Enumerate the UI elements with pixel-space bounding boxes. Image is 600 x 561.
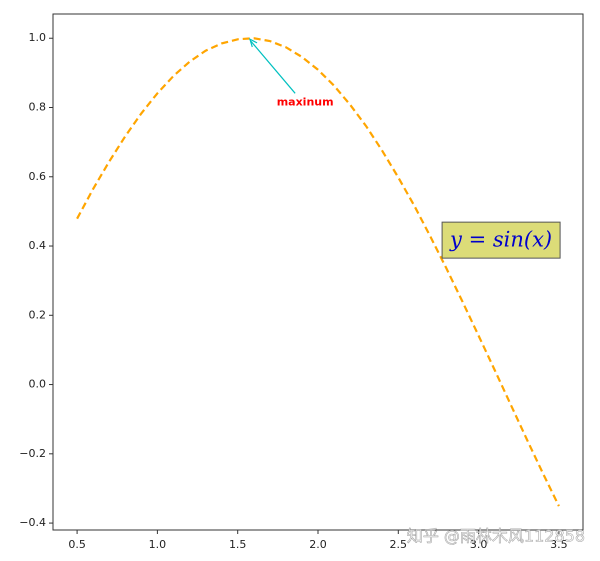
y-tick-label: 0.6 bbox=[29, 170, 47, 183]
y-tick-label: 0.0 bbox=[29, 378, 47, 391]
sine-line bbox=[76, 37, 560, 507]
plot-frame bbox=[52, 13, 584, 531]
x-tick-label: 1.5 bbox=[229, 538, 247, 551]
formula-text: y = sin(x) bbox=[449, 228, 552, 252]
y-tick-label: 0.4 bbox=[29, 239, 47, 252]
y-tick-label: 0.2 bbox=[29, 308, 47, 321]
y-tick-label: −0.2 bbox=[19, 447, 46, 460]
annotation-arrow bbox=[250, 40, 296, 94]
annotation-text: maxinum bbox=[277, 95, 334, 108]
x-tick-label: 2.0 bbox=[309, 538, 327, 551]
x-tick-label: 2.5 bbox=[390, 538, 408, 551]
watermark: 知乎 @雨林木风112858 bbox=[407, 527, 585, 546]
y-tick-label: 0.8 bbox=[29, 101, 47, 114]
text-box bbox=[441, 221, 561, 259]
x-tick-label: 1.0 bbox=[149, 538, 167, 551]
y-tick-label: −0.4 bbox=[19, 516, 46, 529]
y-tick-label: 1.0 bbox=[29, 31, 47, 44]
arrow-head bbox=[248, 38, 258, 48]
x-tick-label: 3.0 bbox=[470, 538, 488, 551]
x-tick-label: 0.5 bbox=[68, 538, 86, 551]
x-tick-label: 3.5 bbox=[550, 538, 568, 551]
